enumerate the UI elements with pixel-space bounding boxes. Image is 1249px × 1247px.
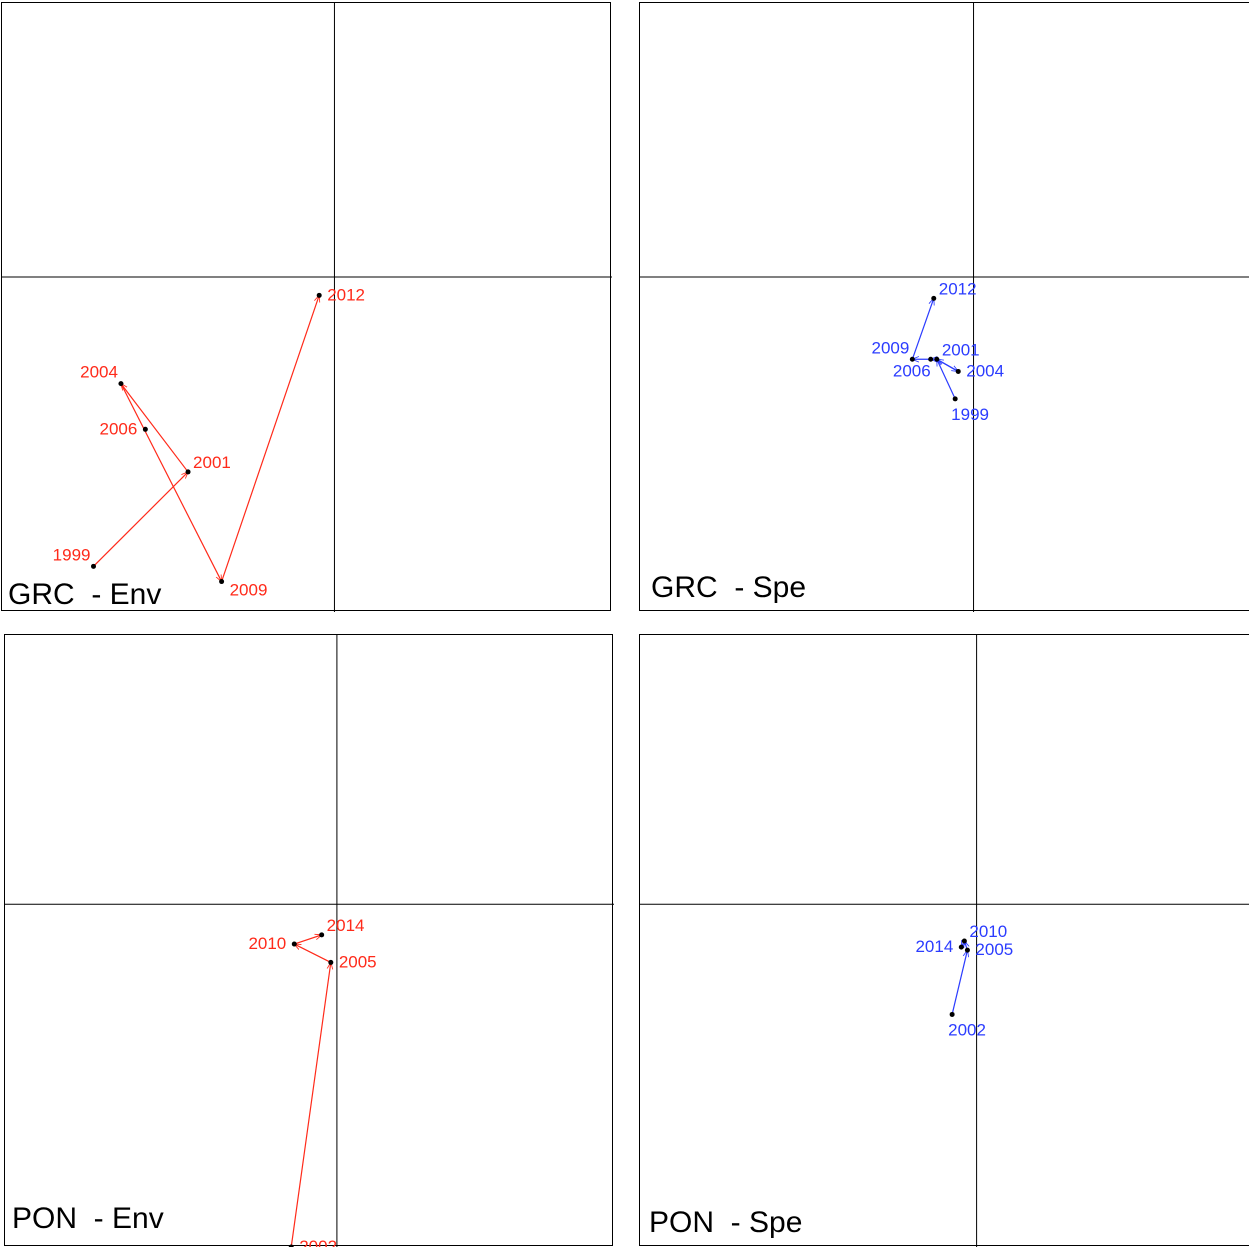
plot-area-pon-env: 2002 2005 2010 2014 <box>5 635 614 1247</box>
point-2002 <box>950 1012 955 1017</box>
point-label-2006: 2006 <box>893 361 931 380</box>
panel-grc-spe: 1999 2001 2004 2006 2009 2012 GRC - Spe <box>639 2 1249 611</box>
point-label-2014: 2014 <box>327 916 365 935</box>
point-label-2002: 2002 <box>948 1020 986 1039</box>
point-label-2009: 2009 <box>230 581 268 600</box>
point-2010 <box>962 939 967 944</box>
point-2005 <box>328 960 333 965</box>
point-label-1999: 1999 <box>951 405 989 424</box>
point-label-2010: 2010 <box>248 934 286 953</box>
point-2009 <box>910 357 915 362</box>
trajectory-arrow <box>294 935 321 944</box>
point-2004 <box>118 381 123 386</box>
point-label-2012: 2012 <box>939 279 977 298</box>
point-label-2009: 2009 <box>872 338 910 357</box>
point-2001 <box>186 469 191 474</box>
trajectory-arrow <box>937 359 955 399</box>
panel-title: GRC - Env <box>8 580 161 610</box>
point-label-2004: 2004 <box>966 361 1004 380</box>
panel-title: GRC - Spe <box>651 573 806 603</box>
point-2005 <box>965 948 970 953</box>
point-label-2012: 2012 <box>327 285 365 304</box>
point-2014 <box>319 932 324 937</box>
point-label-2005: 2005 <box>339 952 377 971</box>
point-label-2001: 2001 <box>193 453 231 472</box>
trajectory-arrow <box>912 298 933 359</box>
point-label-2004: 2004 <box>80 363 118 382</box>
point-2012 <box>931 296 936 301</box>
point-label-2014: 2014 <box>915 937 953 956</box>
trajectory-arrow <box>94 472 189 566</box>
point-1999 <box>91 564 96 569</box>
point-label-2005: 2005 <box>975 940 1013 959</box>
trajectory-arrow <box>294 944 331 962</box>
point-label-2002: 2002 <box>299 1237 337 1247</box>
panel-title: PON - Spe <box>649 1208 802 1238</box>
point-label-2010: 2010 <box>969 922 1007 941</box>
point-label-2006: 2006 <box>100 419 138 438</box>
point-label-2001: 2001 <box>942 340 980 359</box>
panel-pon-env: 2002 2005 2010 2014 PON - Env <box>4 634 613 1246</box>
point-2001 <box>934 357 939 362</box>
plot-area-grc-spe: 1999 2001 2004 2006 2009 2012 <box>640 3 1249 612</box>
trajectory-arrow <box>121 384 222 582</box>
point-1999 <box>953 396 958 401</box>
trajectory-arrow <box>222 295 320 581</box>
plot-area-grc-env: 1999 2001 2004 2006 2009 2012 <box>2 3 612 612</box>
point-2004 <box>956 369 961 374</box>
point-2010 <box>292 942 297 947</box>
point-label-1999: 1999 <box>53 545 91 564</box>
trajectory-arrow <box>952 950 967 1014</box>
point-2006 <box>143 427 148 432</box>
point-2014 <box>959 945 964 950</box>
panel-title: PON - Env <box>12 1204 164 1234</box>
trajectory-arrow <box>291 962 331 1247</box>
point-2012 <box>317 293 322 298</box>
point-2009 <box>219 579 224 584</box>
panel-grc-env: 1999 2001 2004 2006 2009 2012 GRC - Env <box>1 2 611 611</box>
